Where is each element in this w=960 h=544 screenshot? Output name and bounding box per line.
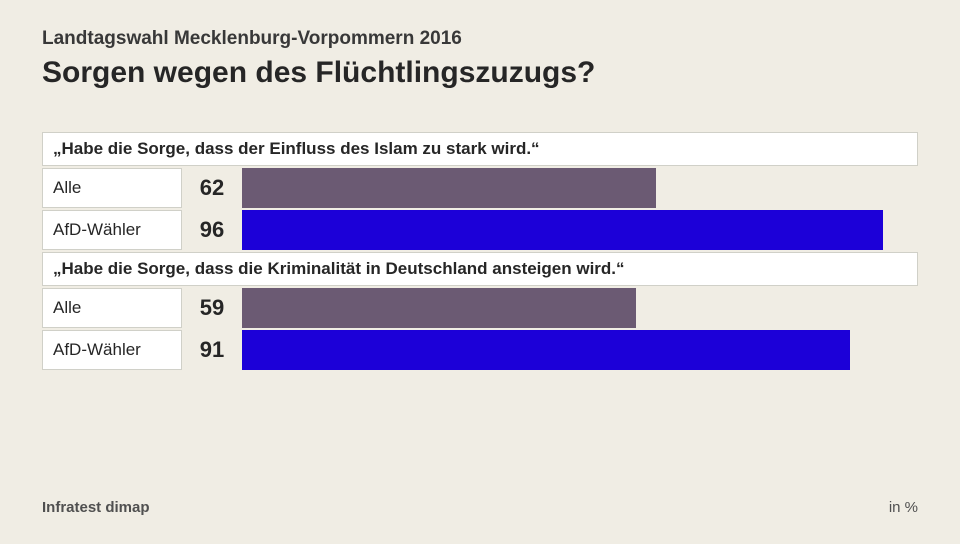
group-header: „Habe die Sorge, dass die Kriminalität i… (42, 252, 918, 286)
bar-row: AfD-Wähler 96 (42, 210, 918, 250)
group-header: „Habe die Sorge, dass der Einfluss des I… (42, 132, 918, 166)
bar-area (242, 210, 918, 250)
bar-area (242, 330, 918, 370)
bar-area (242, 168, 918, 208)
source-label: Infratest dimap (42, 499, 150, 516)
bar-fill (242, 168, 656, 208)
bar-label: Alle (42, 288, 182, 328)
chart-title: Sorgen wegen des Flüchtlingszuzugs? (42, 56, 918, 90)
bar-fill (242, 210, 883, 250)
bar-label: Alle (42, 168, 182, 208)
bar-value: 59 (182, 288, 242, 328)
unit-label: in % (889, 499, 918, 516)
bar-row: Alle 59 (42, 288, 918, 328)
bar-label: AfD-Wähler (42, 210, 182, 250)
chart-footer: Infratest dimap in % (42, 499, 918, 516)
bar-row: Alle 62 (42, 168, 918, 208)
bar-row: AfD-Wähler 91 (42, 330, 918, 370)
bar-value: 96 (182, 210, 242, 250)
bar-area (242, 288, 918, 328)
bar-value: 62 (182, 168, 242, 208)
bar-fill (242, 330, 850, 370)
bar-value: 91 (182, 330, 242, 370)
bar-fill (242, 288, 636, 328)
chart-supertitle: Landtagswahl Mecklenburg-Vorpommern 2016 (42, 28, 918, 50)
chart-container: „Habe die Sorge, dass der Einfluss des I… (42, 132, 918, 370)
bar-label: AfD-Wähler (42, 330, 182, 370)
